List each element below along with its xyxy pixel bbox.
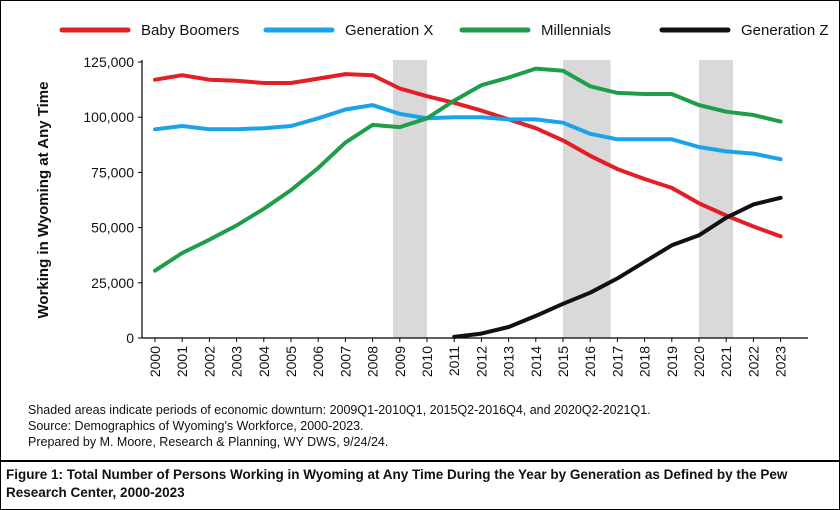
legend-label-generation-x: Generation X: [345, 22, 433, 39]
x-tick-label: 2019: [664, 346, 680, 377]
legend: Baby Boomers Generation X Millennials Gener…: [59, 22, 829, 39]
x-tick-label: 2002: [201, 346, 217, 377]
x-tick-label: 2021: [718, 346, 734, 377]
prepared-by-note: Prepared by M. Moore, Research & Plannin…: [28, 435, 389, 449]
y-tick-label: 0: [126, 330, 134, 346]
y-tick-label: 100,000: [83, 109, 134, 125]
axes: 0 25,000 50,000 75,000 100,000 125,000 2000 200…: [83, 54, 808, 377]
x-tick-label: 2003: [229, 346, 245, 377]
series-line-baby-boomers: [153, 72, 783, 239]
x-tick-label: 2023: [773, 346, 789, 377]
caption-divider: [0, 460, 840, 462]
shaded-period-1: [393, 60, 427, 338]
shaded-period-3: [699, 60, 733, 338]
x-tick-label: 2008: [365, 346, 381, 377]
x-tick-label: 2014: [528, 346, 544, 377]
x-tick-label: 2013: [501, 346, 517, 377]
x-tick-label: 2001: [174, 346, 190, 377]
series-line-generation-x: [153, 103, 783, 162]
y-tick-label: 25,000: [91, 275, 134, 291]
figure-caption: Figure 1: Total Number of Persons Workin…: [6, 467, 788, 500]
x-tick-label: 2022: [745, 346, 761, 377]
y-tick-label: 75,000: [91, 164, 134, 180]
legend-label-millennials: Millennials: [541, 22, 611, 39]
y-axis-title: Working in Wyoming at Any Time: [35, 82, 52, 319]
legend-label-baby-boomers: Baby Boomers: [141, 22, 239, 39]
y-tick-label: 50,000: [91, 220, 134, 236]
y-tick-label: 125,000: [83, 54, 134, 70]
x-tick-label: 2012: [473, 346, 489, 377]
x-tick-label: 2017: [609, 346, 625, 377]
x-tick-label: 2020: [691, 346, 707, 377]
series-line-millennials: [153, 66, 783, 273]
x-tick-label: 2007: [337, 346, 353, 377]
x-tick-label: 2000: [147, 346, 163, 377]
x-tick-label: 2005: [283, 346, 299, 377]
legend-label-generation-z: Generation Z: [741, 22, 829, 39]
series-line-generation-z: [452, 195, 783, 339]
x-tick-label: 2006: [310, 346, 326, 377]
shaded-period-2: [563, 60, 611, 338]
x-tick-label: 2010: [419, 346, 435, 377]
x-tick-label: 2016: [582, 346, 598, 377]
x-tick-label: 2011: [446, 346, 462, 376]
chart-notes: Shaded areas indicate periods of economi…: [28, 402, 828, 450]
line-chart: 0 25,000 50,000 75,000 100,000 125,000 2000 200…: [35, 22, 829, 377]
x-tick-label: 2018: [637, 346, 653, 377]
x-tick-label: 2009: [392, 346, 408, 377]
source-note: Source: Demographics of Wyoming's Workfo…: [28, 419, 364, 433]
series-lines: [153, 66, 783, 339]
x-tick-label: 2004: [256, 346, 272, 377]
x-tick-label: 2015: [555, 346, 571, 377]
shaded-periods: [393, 60, 733, 338]
shading-note: Shaded areas indicate periods of economi…: [28, 403, 651, 417]
